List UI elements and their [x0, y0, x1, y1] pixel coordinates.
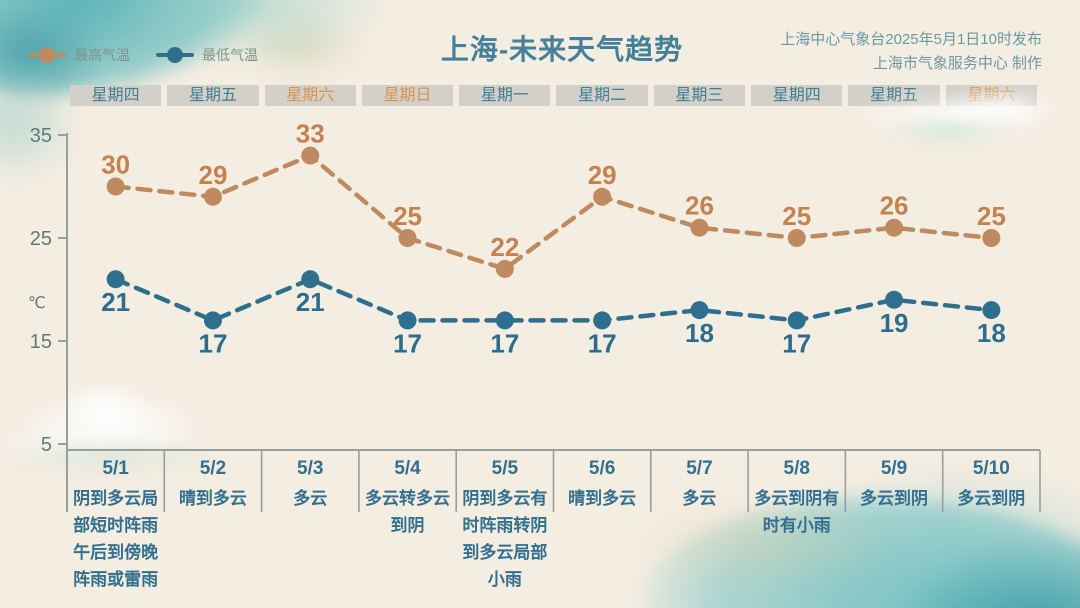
- weekday-header: 星期六: [945, 85, 1037, 106]
- forecast-weather-text: 阴到多云有时阵雨转阴到多云局部小雨: [462, 489, 548, 589]
- svg-text:17: 17: [782, 328, 811, 358]
- svg-text:17: 17: [198, 328, 227, 358]
- forecast-date: 5/9: [880, 458, 908, 479]
- forecast-date: 5/5: [491, 458, 519, 479]
- forecast-date: 5/4: [394, 458, 421, 479]
- forecast-column: 5/8 多云到阴有时有小雨: [748, 458, 845, 593]
- forecast-date: 5/8: [783, 458, 810, 479]
- forecast-column: 5/10 多云到阴: [943, 458, 1040, 593]
- svg-text:18: 18: [685, 318, 714, 348]
- publisher-info: 上海中心气象台2025年5月1日10时发布 上海市气象服务中心 制作: [780, 28, 1042, 76]
- svg-text:29: 29: [198, 160, 227, 190]
- forecast-column: 5/4 多云转多云到阴: [359, 458, 456, 593]
- weekday-header: 星期三: [653, 85, 746, 106]
- forecast-weather-text: 多云: [682, 489, 717, 508]
- svg-text:26: 26: [880, 191, 909, 221]
- weekday-header: 星期一: [459, 85, 551, 106]
- weekday-header-row: 星期四 星期五 星期六 星期日 星期一 星期二 星期三 星期四 星期五 星期六: [67, 85, 1040, 106]
- weekday-header: 星期五: [848, 85, 940, 106]
- page-title: 上海-未来天气趋势: [440, 34, 684, 65]
- publisher-line2: 上海市气象服务中心 制作: [872, 55, 1042, 72]
- weekday-header: 星期五: [167, 85, 259, 106]
- svg-text:15: 15: [30, 331, 52, 353]
- svg-text:17: 17: [393, 328, 422, 358]
- svg-text:33: 33: [296, 119, 325, 149]
- forecast-weather-text: 多云转多云到阴: [365, 489, 451, 535]
- forecast-column: 5/9 多云到阴: [845, 458, 942, 593]
- forecast-date: 5/7: [686, 458, 713, 479]
- svg-text:25: 25: [782, 201, 811, 231]
- cloud-bottom-left-icon: [15, 392, 205, 454]
- forecast-column: 5/3 多云: [262, 458, 359, 593]
- forecast-table: 5/1 阴到多云局部短时阵雨午后到傍晚阵雨或雷雨 5/2 晴到多云 5/3 多云 5/4 多云…: [67, 458, 1040, 593]
- svg-text:℃: ℃: [28, 295, 46, 312]
- forecast-weather-text: 多云到阴有时有小雨: [754, 489, 840, 535]
- forecast-date: 5/1: [102, 458, 129, 479]
- svg-text:35: 35: [30, 125, 52, 147]
- forecast-column: 5/5 阴到多云有时阵雨转阴到多云局部小雨: [456, 458, 553, 593]
- forecast-date: 5/3: [297, 458, 324, 479]
- publisher-line1: 上海中心气象台2025年5月1日10时发布: [780, 31, 1042, 48]
- weekday-header: 星期二: [556, 85, 648, 106]
- forecast-column: 5/7 多云: [651, 458, 748, 593]
- svg-text:17: 17: [588, 328, 617, 358]
- forecast-column: 5/2 晴到多云: [164, 458, 261, 593]
- svg-text:18: 18: [977, 318, 1006, 348]
- weekday-header: 星期日: [361, 85, 454, 106]
- forecast-column: 5/1 阴到多云局部短时阵雨午后到傍晚阵雨或雷雨: [67, 458, 164, 593]
- svg-text:21: 21: [296, 287, 325, 317]
- forecast-weather-text: 阴到多云局部短时阵雨午后到傍晚阵雨或雷雨: [73, 489, 159, 589]
- forecast-weather-text: 多云: [293, 489, 328, 508]
- svg-text:26: 26: [685, 191, 714, 221]
- forecast-weather-text: 晴到多云: [178, 489, 247, 508]
- svg-text:25: 25: [30, 228, 52, 250]
- forecast-date: 5/2: [199, 458, 227, 479]
- cloud-top-right-mint: [878, 118, 1018, 142]
- svg-text:22: 22: [490, 232, 519, 262]
- svg-text:5: 5: [41, 434, 52, 456]
- svg-text:25: 25: [393, 201, 422, 231]
- svg-text:17: 17: [490, 328, 519, 358]
- svg-text:21: 21: [101, 287, 130, 317]
- svg-text:25: 25: [977, 201, 1006, 231]
- svg-text:30: 30: [101, 150, 130, 180]
- forecast-column: 5/6 晴到多云: [553, 458, 650, 593]
- weekday-header: 星期四: [751, 85, 843, 106]
- svg-text:29: 29: [588, 160, 617, 190]
- forecast-weather-text: 多云到阴: [957, 489, 1026, 508]
- weekday-header: 星期四: [70, 85, 162, 106]
- svg-text:19: 19: [880, 308, 909, 338]
- cloud-bottom-left-puff: [55, 378, 155, 433]
- forecast-weather-text: 多云到阴: [860, 489, 929, 508]
- forecast-date: 5/10: [972, 458, 1010, 479]
- weekday-header: 星期六: [264, 85, 356, 106]
- forecast-weather-text: 晴到多云: [568, 489, 637, 508]
- forecast-date: 5/6: [588, 458, 616, 479]
- watercolor-left-edge: [0, 55, 80, 185]
